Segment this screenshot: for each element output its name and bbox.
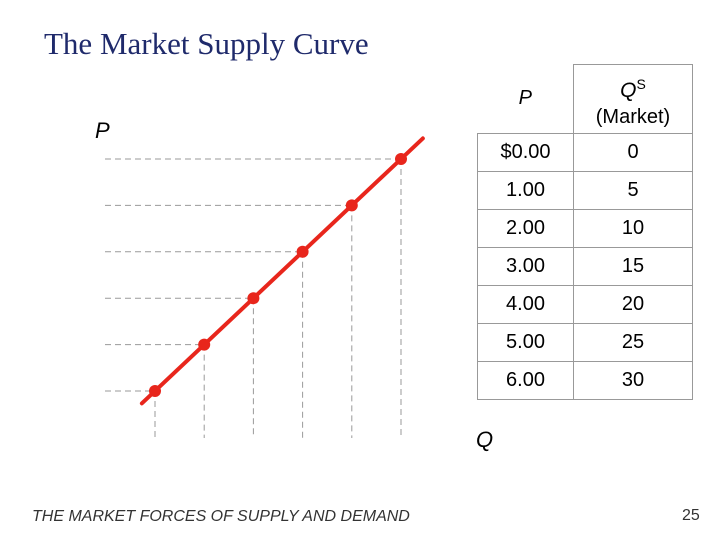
slide-title: The Market Supply Curve bbox=[44, 26, 369, 61]
quantity-cell: 20 bbox=[573, 285, 693, 324]
table-row: 3.00 15 bbox=[477, 247, 693, 286]
table-row: 5.00 25 bbox=[477, 323, 693, 362]
supply-point bbox=[395, 153, 407, 165]
price-cell: 1.00 bbox=[477, 171, 574, 210]
page-number: 25 bbox=[682, 507, 700, 524]
y-axis-label: P bbox=[95, 118, 110, 143]
quantity-cell: 10 bbox=[573, 209, 693, 248]
header-quantity-symbol: QS bbox=[574, 72, 692, 103]
guide-lines bbox=[105, 158, 402, 438]
supply-point bbox=[345, 199, 358, 212]
table-row: 4.00 20 bbox=[477, 285, 693, 324]
price-cell: 6.00 bbox=[477, 361, 574, 400]
supply-point bbox=[296, 245, 309, 258]
x-axis-label: Q bbox=[476, 427, 494, 452]
price-cell: 2.00 bbox=[477, 209, 574, 248]
table-row: 1.00 5 bbox=[477, 171, 693, 210]
quantity-cell: 0 bbox=[573, 133, 693, 172]
supply-point bbox=[149, 385, 161, 397]
quantity-cell: 15 bbox=[573, 247, 693, 286]
header-quantity-subtitle: (Market) bbox=[595, 105, 671, 128]
quantity-cell: 5 bbox=[573, 171, 693, 210]
header-q-letter: Q bbox=[620, 78, 637, 102]
table-row: $0.00 0 bbox=[477, 133, 693, 172]
table-row: 6.00 30 bbox=[477, 361, 693, 400]
supply-point bbox=[198, 338, 211, 351]
table-header-row: P QS (Market) bbox=[477, 64, 693, 134]
header-price-label: P bbox=[518, 87, 532, 110]
header-price: P bbox=[477, 64, 574, 134]
slide-footer: THE MARKET FORCES OF SUPPLY AND DEMAND bbox=[32, 508, 410, 525]
price-cell: $0.00 bbox=[477, 133, 574, 172]
price-cell: 4.00 bbox=[477, 285, 574, 324]
supply-points bbox=[149, 153, 407, 397]
price-cell: 5.00 bbox=[477, 323, 574, 362]
table-row: 2.00 10 bbox=[477, 209, 693, 248]
header-quantity: QS (Market) bbox=[573, 64, 693, 134]
supply-schedule-table: P QS (Market) $0.00 0 1.00 5 2.00 10 3.00 15 4.0… bbox=[477, 64, 693, 400]
quantity-cell: 30 bbox=[573, 361, 693, 400]
quantity-cell: 25 bbox=[573, 323, 693, 362]
supply-curve-line bbox=[139, 136, 425, 406]
supply-point bbox=[247, 292, 260, 305]
header-q-superscript: S bbox=[636, 75, 646, 92]
price-cell: 3.00 bbox=[477, 247, 574, 286]
